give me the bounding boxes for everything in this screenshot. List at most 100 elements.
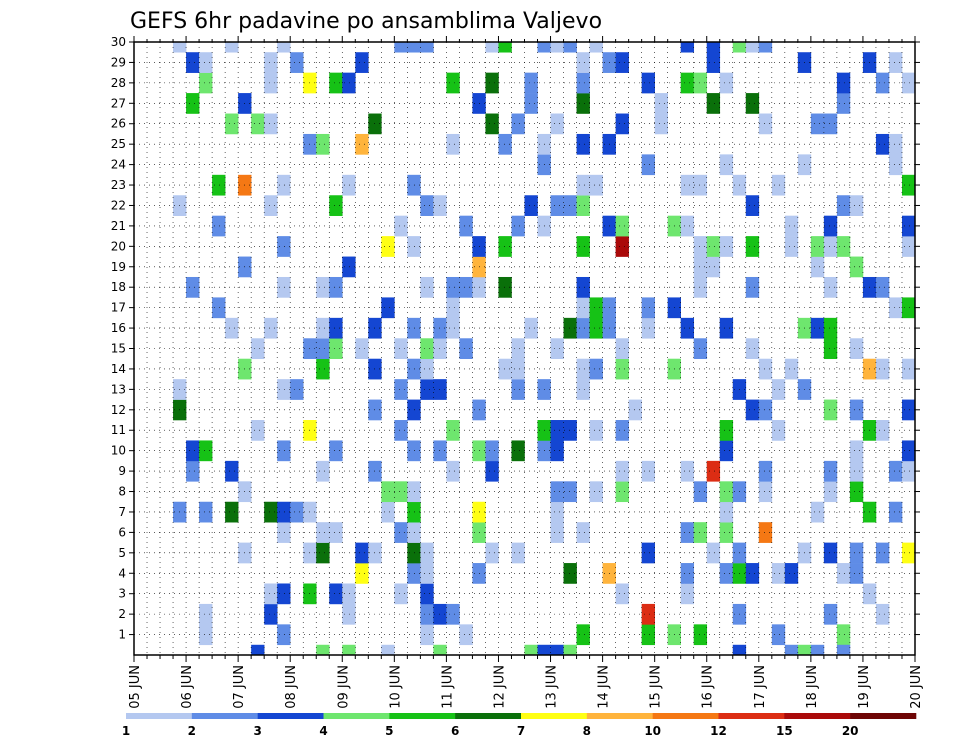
precip-cell	[381, 501, 395, 523]
precip-cell	[823, 542, 838, 564]
precip-cell	[680, 317, 695, 339]
precip-cell	[329, 72, 343, 94]
precip-cell	[446, 297, 460, 319]
precip-cell	[563, 42, 577, 53]
precip-cell	[316, 133, 330, 155]
precip-cell	[849, 399, 864, 421]
colorbar-swatch	[784, 713, 851, 719]
y-tick-label: 26	[111, 117, 126, 131]
x-tick-label: 13 JUN	[545, 665, 560, 709]
precip-cell	[680, 215, 695, 237]
y-axis: 1234567891011121314151617181920212223242…	[111, 35, 920, 642]
precip-cell	[212, 297, 226, 319]
precip-cell	[654, 93, 668, 114]
precip-cell	[316, 460, 330, 482]
precip-cell	[394, 583, 408, 605]
precip-cell	[316, 317, 330, 339]
precip-cell	[589, 317, 603, 339]
precip-cell	[758, 481, 773, 503]
precip-cell	[849, 460, 864, 482]
precip-cell	[381, 236, 395, 257]
precip-cell	[576, 358, 590, 380]
precip-cell	[524, 195, 538, 216]
precip-cell	[745, 42, 760, 53]
precip-cell	[641, 460, 655, 482]
precip-cell	[719, 317, 734, 339]
precip-cell	[706, 42, 721, 53]
y-tick-label: 23	[111, 178, 126, 192]
precip-cell	[758, 399, 773, 421]
precip-cell	[719, 501, 734, 523]
y-tick-label: 19	[111, 260, 126, 274]
x-axis: 05 JUN 06 JUN 07 JUN 08 JUN 09 JUN 10 JUN 11 J…	[128, 36, 924, 709]
colorbar-swatch	[718, 713, 785, 719]
colorbar-swatch	[455, 713, 522, 719]
precip-cell	[485, 113, 499, 135]
precip-cell	[199, 603, 213, 625]
precip-cell	[212, 174, 226, 196]
precip-cell	[251, 420, 265, 441]
precip-cell	[550, 113, 564, 135]
precip-cell	[407, 42, 421, 53]
precip-cell	[485, 440, 499, 462]
precip-cell	[199, 501, 213, 523]
precip-cell	[745, 338, 760, 360]
precip-cell	[264, 195, 278, 216]
precip-cell	[420, 624, 434, 646]
precip-cell	[771, 420, 786, 441]
precip-cell	[186, 276, 200, 298]
y-tick-label: 5	[118, 546, 126, 560]
precip-cell	[381, 481, 395, 503]
y-tick-label: 15	[111, 342, 126, 356]
x-tick-label: 11 JUN	[440, 665, 455, 709]
precip-cell	[290, 52, 304, 73]
x-tick-label: 12 JUN	[492, 665, 507, 709]
precip-cell	[680, 563, 695, 584]
colorbar-swatch	[521, 713, 588, 719]
precip-cell	[511, 113, 525, 135]
x-tick-label: 14 JUN	[597, 665, 612, 709]
precip-cell	[420, 338, 434, 360]
precip-cell	[446, 420, 460, 441]
precip-cell	[511, 379, 525, 400]
colorbar-label: 2	[188, 724, 196, 738]
precip-cell	[173, 42, 187, 53]
precip-cell	[433, 440, 447, 462]
precip-cell	[186, 52, 200, 73]
precip-cell	[680, 583, 695, 605]
precip-cell	[810, 317, 825, 339]
precip-cell	[784, 215, 799, 237]
x-tick-label: 17 JUN	[753, 665, 768, 709]
y-tick-label: 1	[118, 628, 126, 642]
precip-cell	[420, 563, 434, 584]
precip-cell	[524, 72, 538, 94]
precip-cell	[901, 297, 916, 319]
precip-cell	[524, 317, 538, 339]
y-tick-label: 25	[111, 137, 126, 151]
precip-cell	[810, 644, 825, 656]
precip-cell	[836, 624, 851, 646]
precip-cell	[576, 297, 590, 319]
precip-cell	[719, 522, 734, 543]
precip-cell	[810, 113, 825, 135]
y-tick-label: 7	[118, 505, 126, 519]
precip-cell	[225, 501, 239, 523]
x-tick-label: 08 JUN	[284, 665, 299, 709]
precip-cell	[641, 297, 655, 319]
precip-cell	[316, 358, 330, 380]
precip-cell	[680, 522, 695, 543]
colorbar-swatch	[850, 713, 917, 719]
precip-cell	[576, 276, 590, 298]
precip-cell	[901, 440, 916, 462]
precip-cell	[641, 154, 655, 176]
precip-cell	[329, 195, 343, 216]
y-tick-label: 10	[111, 444, 126, 458]
precip-cell	[797, 644, 812, 656]
colorbar-label: 10	[644, 724, 661, 738]
precip-cell	[576, 195, 590, 216]
precip-cell	[836, 72, 851, 94]
precip-cell	[342, 72, 356, 94]
precip-cell	[550, 481, 564, 503]
precip-cell	[394, 379, 408, 400]
precip-cell	[563, 195, 577, 216]
